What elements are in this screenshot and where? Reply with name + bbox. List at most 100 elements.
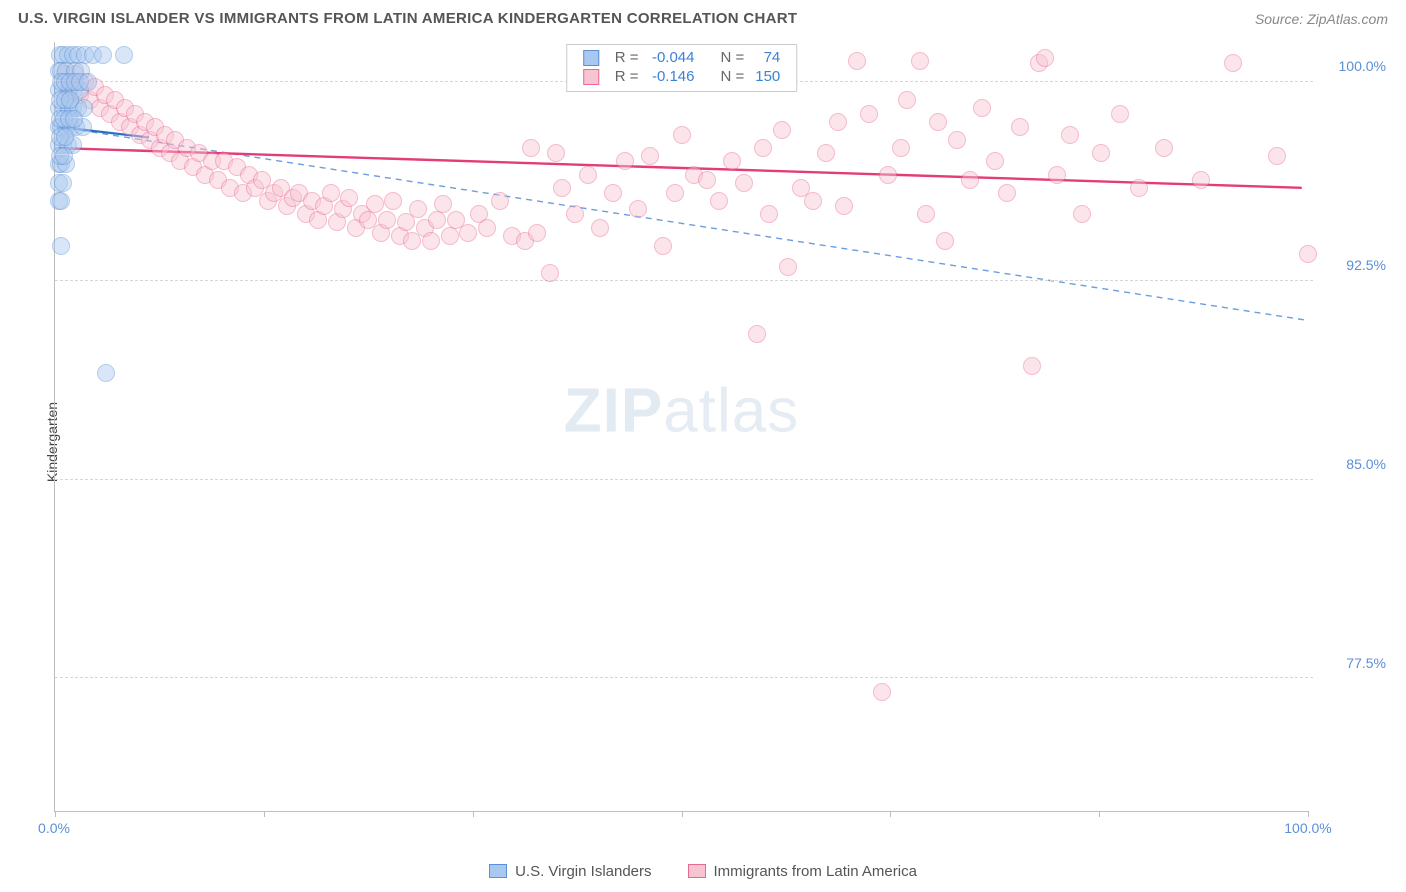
data-point-latam [1130, 179, 1148, 197]
data-point-latam [892, 139, 910, 157]
legend-n-value: 150 [750, 68, 784, 85]
data-point-usvi [115, 46, 133, 64]
data-point-latam [629, 200, 647, 218]
data-point-usvi [54, 174, 72, 192]
data-point-latam [641, 147, 659, 165]
data-point-latam [547, 144, 565, 162]
legend-r-value: -0.044 [645, 49, 699, 66]
x-tick [1099, 811, 1100, 817]
data-point-latam [1299, 245, 1317, 263]
data-point-latam [848, 52, 866, 70]
data-point-latam [773, 121, 791, 139]
correlation-legend: R =-0.044 N =74 R =-0.146 N =150 [566, 44, 798, 92]
data-point-latam [973, 99, 991, 117]
legend-label: Immigrants from Latin America [714, 863, 917, 880]
x-tick [55, 811, 56, 817]
data-point-usvi [52, 237, 70, 255]
data-point-latam [898, 91, 916, 109]
legend-n-label: N = [717, 68, 749, 85]
data-point-latam [873, 683, 891, 701]
data-point-latam [616, 152, 634, 170]
data-point-latam [591, 219, 609, 237]
x-tick-label: 0.0% [38, 820, 70, 836]
data-point-latam [1061, 126, 1079, 144]
data-point-latam [835, 197, 853, 215]
data-point-latam [654, 237, 672, 255]
data-point-latam [911, 52, 929, 70]
data-point-usvi [97, 364, 115, 382]
series-legend: U.S. Virgin Islanders Immigrants from Lat… [0, 863, 1406, 880]
data-point-latam [860, 105, 878, 123]
x-tick [1308, 811, 1309, 817]
data-point-usvi [61, 91, 79, 109]
data-point-usvi [79, 73, 97, 91]
data-point-latam [553, 179, 571, 197]
data-point-latam [754, 139, 772, 157]
trend-lines [55, 42, 1308, 811]
data-point-latam [441, 227, 459, 245]
data-point-latam [1111, 105, 1129, 123]
gridline [55, 677, 1313, 678]
gridline [55, 280, 1313, 281]
y-tick-label: 77.5% [1346, 655, 1386, 671]
data-point-latam [673, 126, 691, 144]
legend-item: U.S. Virgin Islanders [489, 863, 651, 880]
chart-header: U.S. VIRGIN ISLANDER VS IMMIGRANTS FROM … [0, 0, 1406, 33]
data-point-latam [998, 184, 1016, 202]
data-point-latam [779, 258, 797, 276]
data-point-latam [1073, 205, 1091, 223]
data-point-latam [723, 152, 741, 170]
data-point-usvi [56, 128, 74, 146]
legend-label: U.S. Virgin Islanders [515, 863, 651, 880]
data-point-latam [340, 189, 358, 207]
data-point-latam [566, 205, 584, 223]
data-point-usvi [55, 147, 73, 165]
legend-item: Immigrants from Latin America [688, 863, 917, 880]
x-tick [264, 811, 265, 817]
legend-n-value: 74 [750, 49, 784, 66]
data-point-latam [917, 205, 935, 223]
data-point-latam [604, 184, 622, 202]
data-point-latam [961, 171, 979, 189]
data-point-latam [666, 184, 684, 202]
watermark-bold: ZIP [564, 377, 663, 446]
data-point-usvi [65, 110, 83, 128]
y-tick-label: 92.5% [1346, 257, 1386, 273]
data-point-latam [1092, 144, 1110, 162]
legend-swatch [583, 69, 599, 85]
data-point-latam [378, 211, 396, 229]
data-point-latam [698, 171, 716, 189]
chart-source: Source: ZipAtlas.com [1255, 11, 1388, 27]
data-point-latam [948, 131, 966, 149]
x-tick [890, 811, 891, 817]
data-point-latam [428, 211, 446, 229]
data-point-latam [1036, 49, 1054, 67]
chart-area: Kindergarten ZIPatlas R =-0.044N =74R =-… [18, 42, 1388, 842]
x-tick-label: 100.0% [1284, 820, 1331, 836]
legend-r-label: R = [611, 68, 643, 85]
plot-region: ZIPatlas R =-0.044N =74R =-0.146N =150 [54, 42, 1308, 812]
legend-r-value: -0.146 [645, 68, 699, 85]
data-point-latam [748, 325, 766, 343]
data-point-latam [936, 232, 954, 250]
data-point-latam [710, 192, 728, 210]
data-point-latam [322, 184, 340, 202]
data-point-latam [804, 192, 822, 210]
data-point-latam [1268, 147, 1286, 165]
data-point-latam [491, 192, 509, 210]
y-tick-label: 100.0% [1339, 58, 1386, 74]
data-point-latam [522, 139, 540, 157]
data-point-latam [879, 166, 897, 184]
legend-row-latam: R =-0.146 N =150 [579, 68, 785, 85]
chart-title: U.S. VIRGIN ISLANDER VS IMMIGRANTS FROM … [18, 10, 797, 27]
data-point-latam [929, 113, 947, 131]
data-point-latam [1155, 139, 1173, 157]
data-point-latam [1023, 357, 1041, 375]
data-point-latam [1224, 54, 1242, 72]
data-point-latam [579, 166, 597, 184]
legend-n-label: N = [717, 49, 749, 66]
data-point-latam [541, 264, 559, 282]
legend-swatch [489, 864, 507, 878]
data-point-usvi [52, 192, 70, 210]
data-point-latam [735, 174, 753, 192]
